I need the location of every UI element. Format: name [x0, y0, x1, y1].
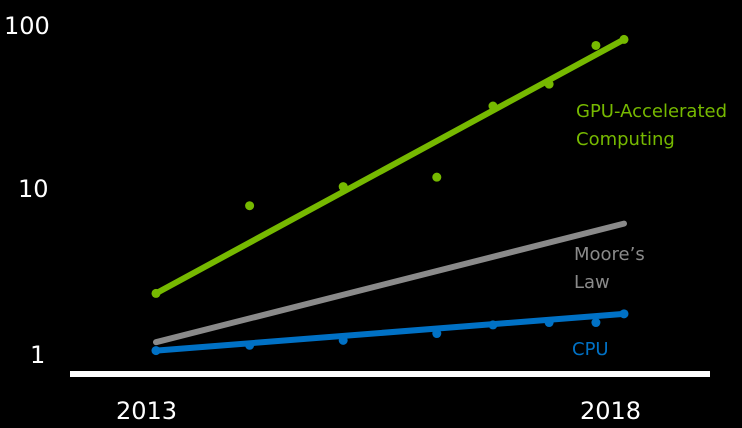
y-tick-label-10: 10	[18, 175, 49, 203]
y-tick-label-1: 1	[30, 341, 45, 369]
series-2-point-2	[338, 335, 348, 345]
series-2-point-0	[151, 346, 161, 356]
series-0-label-line-0: GPU-Accelerated	[576, 101, 727, 122]
series-layer	[151, 34, 629, 356]
series-0	[151, 34, 629, 298]
x-axis-ticks: 2013 2018	[116, 397, 641, 425]
x-tick-label-2013: 2013	[116, 397, 177, 425]
series-1	[153, 220, 627, 346]
series-0-point-3	[432, 172, 442, 182]
series-0-point-0	[151, 288, 161, 298]
series-2	[151, 309, 629, 356]
x-tick-label-2018: 2018	[580, 397, 641, 425]
series-0-point-7	[619, 34, 629, 44]
series-2-trend-line	[153, 310, 627, 354]
series-labels: GPU-Accelerated Computing Moore’s Law CPU	[572, 101, 727, 360]
y-tick-label-100: 100	[4, 12, 50, 40]
series-2-point-4	[488, 320, 498, 330]
series-0-trend-line	[153, 36, 627, 297]
series-2-point-1	[245, 340, 255, 350]
series-2-point-3	[432, 329, 442, 339]
series-0-point-2	[338, 182, 348, 192]
series-0-point-4	[488, 101, 498, 111]
x-axis-line	[70, 371, 710, 377]
series-0-point-6	[591, 40, 601, 50]
series-0-label-line-1: Computing	[576, 129, 675, 150]
series-2-point-7	[619, 309, 629, 319]
series-2-label-line-0: CPU	[572, 339, 609, 360]
series-0-point-5	[544, 79, 554, 89]
y-axis-ticks: 100 10 1	[4, 12, 50, 369]
series-1-trend-line	[153, 220, 627, 346]
series-1-label-line-1: Law	[574, 272, 610, 293]
series-2-point-5	[544, 318, 554, 328]
series-1-label-line-0: Moore’s	[574, 244, 645, 265]
series-0-point-1	[245, 201, 255, 211]
series-2-point-6	[591, 318, 601, 328]
